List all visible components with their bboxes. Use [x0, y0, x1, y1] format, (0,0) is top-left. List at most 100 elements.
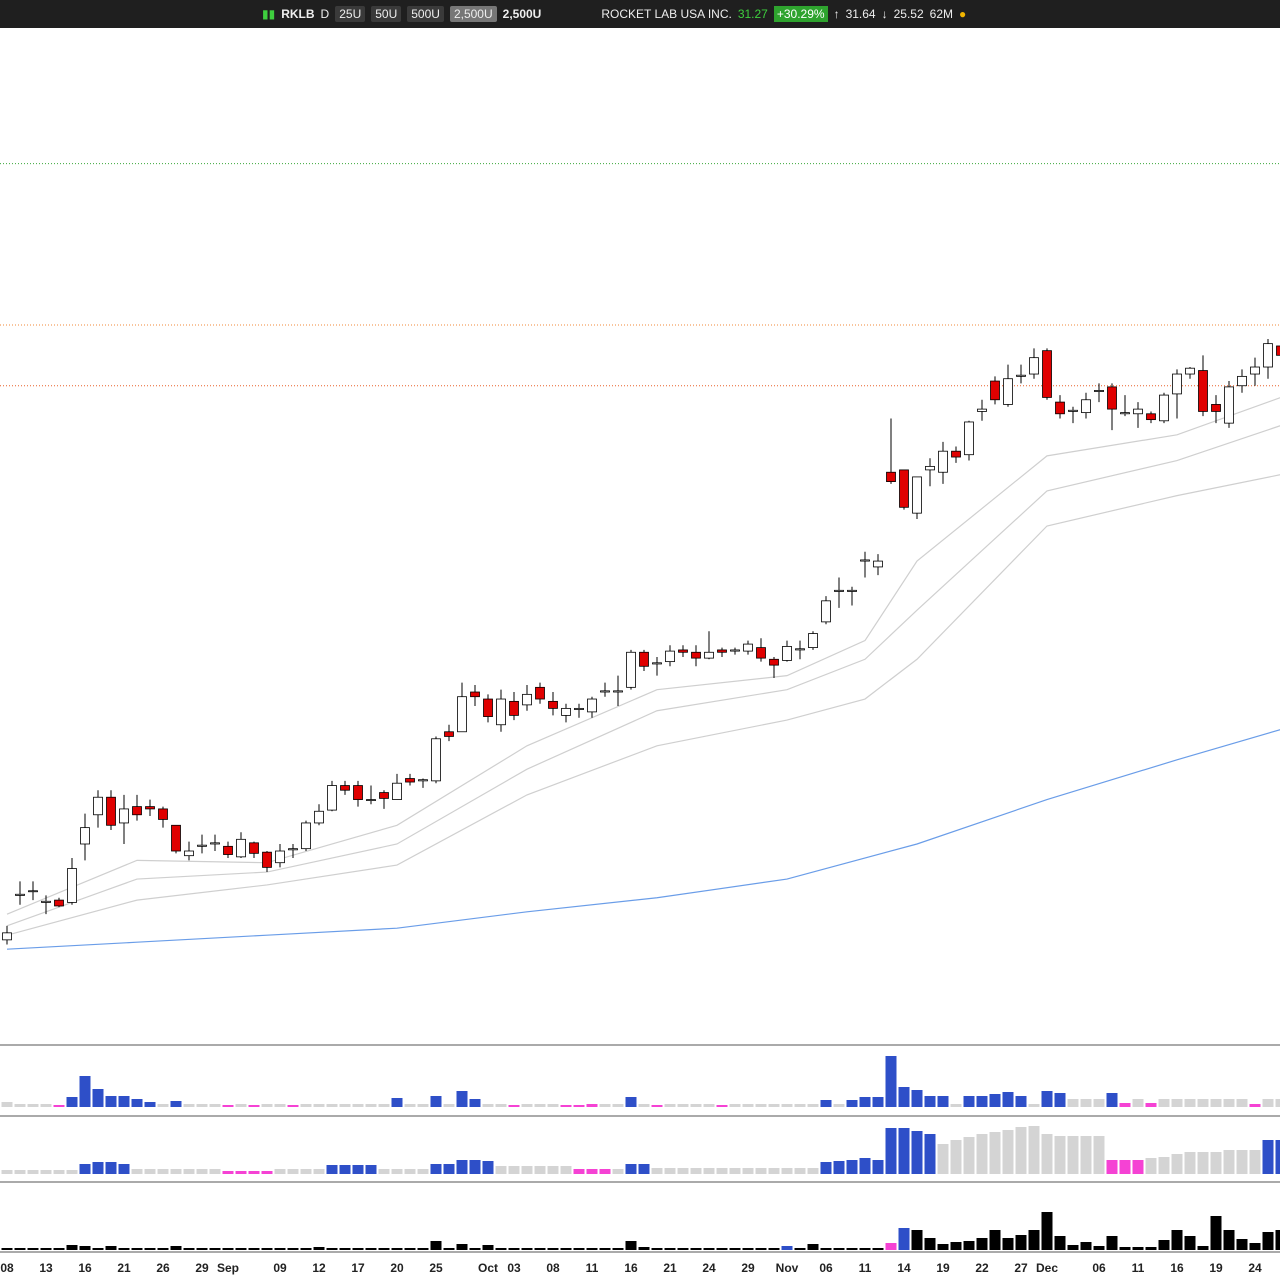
volume-bar	[105, 1246, 117, 1250]
x-tick-label: 20	[390, 1261, 404, 1275]
volume-bar	[651, 1248, 663, 1250]
volume-bar	[1002, 1238, 1014, 1250]
volume-bar	[1028, 1126, 1040, 1174]
volume-bar	[131, 1248, 143, 1250]
volume-bar	[846, 1160, 858, 1174]
volume-bar	[898, 1128, 910, 1174]
volume-bar	[196, 1169, 208, 1174]
volume-bar	[625, 1241, 637, 1250]
volume-bar	[495, 1104, 507, 1107]
volume-bar	[287, 1248, 299, 1250]
volume-bar	[1223, 1230, 1235, 1250]
volume-bar	[690, 1248, 702, 1250]
volume-bar	[404, 1169, 416, 1174]
volume-bar	[781, 1168, 793, 1174]
unit-button[interactable]: 2,500U	[449, 6, 497, 22]
candle-body	[262, 851, 272, 868]
volume-bar	[131, 1099, 143, 1107]
volume-bar	[1210, 1216, 1222, 1250]
volume-bar	[274, 1169, 286, 1174]
volume-bar	[430, 1096, 442, 1107]
candle-body	[717, 649, 727, 653]
volume-bar	[300, 1104, 312, 1107]
volume-bar	[235, 1171, 247, 1174]
candle-body	[834, 589, 844, 592]
volume-bar	[950, 1140, 962, 1174]
volume-bar	[469, 1160, 481, 1174]
candle-body	[1120, 412, 1130, 415]
candle-body	[1146, 413, 1156, 421]
candle-body	[639, 651, 649, 667]
volume-bar	[430, 1241, 442, 1250]
candle-body	[1211, 404, 1221, 412]
volume-bar	[560, 1166, 572, 1174]
candle-body	[691, 651, 701, 659]
candle-body	[67, 868, 77, 903]
volume-bar	[1132, 1099, 1144, 1107]
volume-bar	[378, 1248, 390, 1250]
volume-bar	[677, 1248, 689, 1250]
candle-body	[1172, 373, 1182, 395]
volume-bar	[937, 1096, 949, 1107]
candle-body	[28, 890, 38, 893]
volume-bar	[1223, 1150, 1235, 1174]
volume-bar	[417, 1104, 429, 1107]
volume-bar	[79, 1246, 91, 1250]
volume-bar	[209, 1169, 221, 1174]
candle-body	[925, 465, 935, 471]
volume-bar	[1041, 1091, 1053, 1107]
volume-bar	[612, 1169, 624, 1174]
volume-bar	[365, 1165, 377, 1174]
unit-button[interactable]: 500U	[407, 6, 444, 22]
symbol[interactable]: RKLB	[281, 7, 315, 21]
candle-body	[600, 690, 610, 693]
unit-button[interactable]: 25U	[335, 6, 366, 22]
unit-button[interactable]: 50U	[371, 6, 402, 22]
candle-body	[938, 450, 948, 473]
volume-bar	[313, 1104, 325, 1107]
volume-bar	[638, 1104, 650, 1107]
volume-bar	[963, 1137, 975, 1174]
chart-style-icon[interactable]: ▮▮	[262, 7, 276, 21]
volume-bar	[781, 1246, 793, 1250]
x-tick-label: 26	[156, 1261, 170, 1275]
candle-body	[665, 650, 675, 663]
volume-bar	[651, 1105, 663, 1107]
volume-bar	[261, 1248, 273, 1250]
candle-body	[496, 698, 506, 726]
volume-bar	[404, 1104, 416, 1107]
x-tick-label: 06	[819, 1261, 833, 1275]
volume-bar	[521, 1166, 533, 1174]
volume-bar	[53, 1105, 65, 1107]
unit-select[interactable]: 2,500U	[502, 7, 542, 21]
volume-bar	[534, 1248, 546, 1250]
volume-bar	[1, 1248, 13, 1250]
volume-bar	[963, 1241, 975, 1250]
interval[interactable]: D	[320, 7, 330, 21]
volume-bar	[27, 1104, 39, 1107]
volume-bar	[1145, 1103, 1157, 1107]
volume-bar	[248, 1248, 260, 1250]
volume-bar	[443, 1164, 455, 1174]
volume-bar	[937, 1244, 949, 1250]
volume-bar	[222, 1105, 234, 1107]
volume-bar	[794, 1104, 806, 1107]
volume-bar	[365, 1248, 377, 1250]
volume-bar	[612, 1104, 624, 1107]
volume-bar	[66, 1097, 78, 1107]
volume-bar	[560, 1105, 572, 1107]
volume-bar	[599, 1169, 611, 1174]
volume-bar	[456, 1091, 468, 1107]
volume-bar	[586, 1104, 598, 1107]
volume-bar	[14, 1248, 26, 1250]
volume-bar	[404, 1248, 416, 1250]
volume-bar	[1015, 1235, 1027, 1250]
volume-bar	[40, 1104, 52, 1107]
volume-bar	[755, 1248, 767, 1250]
volume-bar	[326, 1165, 338, 1174]
x-tick-label: 11	[1132, 1261, 1145, 1275]
volume-bar	[716, 1105, 728, 1107]
volume-bar	[976, 1096, 988, 1107]
candle-body	[327, 785, 337, 811]
